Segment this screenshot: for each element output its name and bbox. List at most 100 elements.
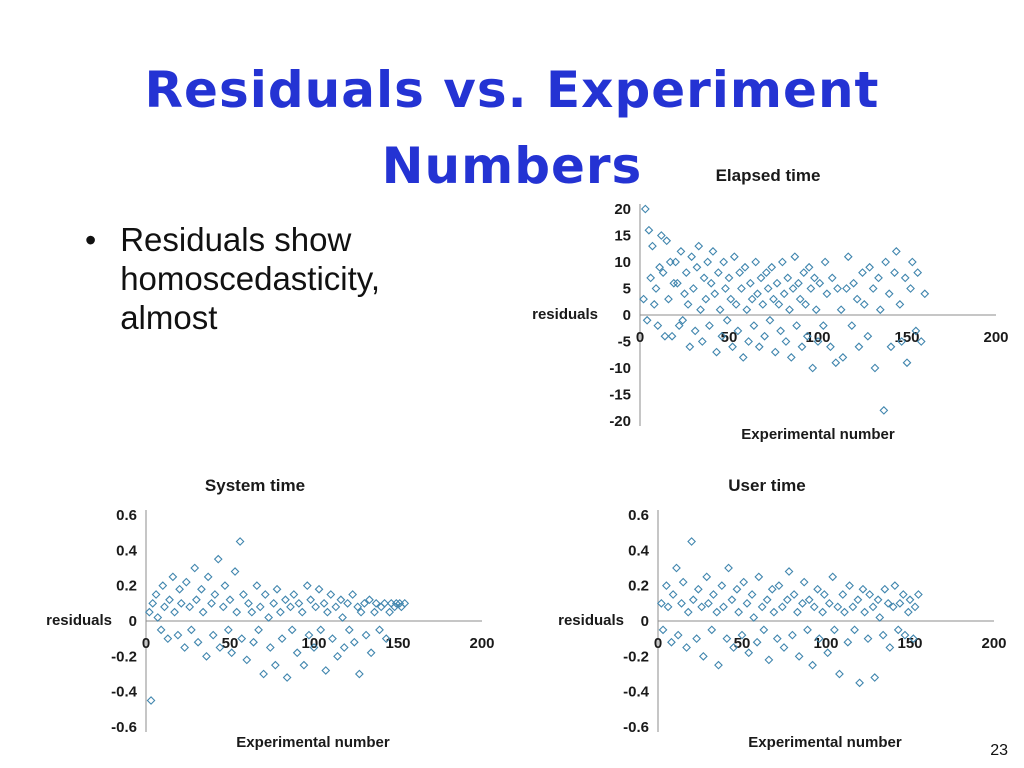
scatter-point [770,347,780,357]
scatter-point [868,284,878,293]
scatter-point [678,315,688,325]
scatter-point [208,630,218,640]
scatter-point [314,584,324,594]
scatter-point [737,630,747,640]
scatter-point [731,300,741,309]
scatter-point [847,321,857,330]
scatter-point [176,598,186,608]
scatter-point [744,337,753,346]
scatter-point [813,337,823,346]
scatter-point [252,581,262,591]
scatter-point [319,598,329,608]
scatter-point [197,584,206,594]
scatter-point [323,607,332,617]
scatter-point [190,563,200,573]
scatter-point [175,584,184,594]
scatter-point [203,572,213,582]
y-tick-label: -0.4 [111,684,138,701]
scatter-point [873,595,883,605]
y-axis-label: residuals [558,612,624,629]
scatter-point [294,598,304,608]
scatter-point [774,300,784,309]
scatter-point [838,590,848,599]
scatter-point [694,241,704,251]
page-number: 23 [990,742,1008,759]
scatter-point [891,247,901,256]
scatter-point [845,581,854,591]
scatter-point [795,294,805,304]
scatter-point [272,584,282,594]
scatter-point [304,630,314,640]
x-tick-label: 200 [983,329,1008,346]
scatter-point [712,607,722,617]
scatter-point [754,572,764,582]
scatter-point [763,284,773,293]
scatter-point [858,268,867,277]
scatter-point [168,572,178,582]
scatter-point [875,305,885,315]
x-tick-label: 200 [469,635,494,652]
scatter-point [826,342,835,352]
scatter-point [893,625,903,635]
scatter-point [835,669,844,679]
y-tick-label: 0.4 [116,542,138,559]
scatter-point [890,268,899,277]
y-tick-label: 0.2 [628,578,649,595]
scatter-point [366,648,376,658]
scatter-point [742,305,752,315]
scatter-point [309,643,319,652]
scatter-point [218,602,228,612]
scatter-point [878,630,888,640]
scatter-point [852,294,862,304]
scatter-point [202,651,211,661]
scatter-point [737,284,746,293]
scatter-point [742,598,752,608]
scatter-point [646,273,656,283]
scatter-point [688,595,698,605]
scatter-point [708,247,718,256]
scatter-point [767,584,777,594]
x-tick-label: 200 [981,635,1006,652]
scatter-point [707,625,717,635]
slide-title-line1: Residuals vs. Experiment [144,61,880,119]
scatter-point [331,602,341,612]
bullet-marker: • [85,222,97,258]
scatter-point [242,655,252,665]
x-axis-label: Experimental number [236,734,390,751]
bullet-item: • Residuals show homoscedasticity, almos… [85,220,380,337]
scatter-point [254,625,263,635]
scatter-point [239,590,248,599]
scatter-point [836,305,846,315]
scatter-point [232,607,242,617]
scatter-point [698,651,708,661]
scatter-point [783,273,793,283]
scatter-point [400,598,410,608]
y-tick-label: -10 [609,360,631,377]
scatter-point [860,607,870,617]
scatter-point [815,278,825,288]
scatter-point [705,321,714,330]
scatter-point [804,595,814,605]
scatter-point [660,331,670,341]
scatter-point [210,590,220,599]
scatter-point [734,607,744,617]
scatter-point [244,598,253,608]
scatter-point [198,607,208,617]
scatter-point [683,607,693,617]
scatter-point [306,595,316,605]
scatter-point [767,262,777,272]
scatter-point [830,625,839,635]
scatter-point [674,321,684,330]
scatter-point [863,634,873,644]
x-tick-label: 50 [734,635,751,652]
y-tick-label: 0.6 [116,507,137,524]
scatter-point [644,225,654,235]
scatter-point [673,630,683,640]
scatter-point [717,581,727,591]
scatter-point [747,294,757,304]
scatter-point [810,273,819,283]
scatter-point [693,584,703,594]
scatter-point [738,353,748,362]
scatter-point [818,607,828,617]
